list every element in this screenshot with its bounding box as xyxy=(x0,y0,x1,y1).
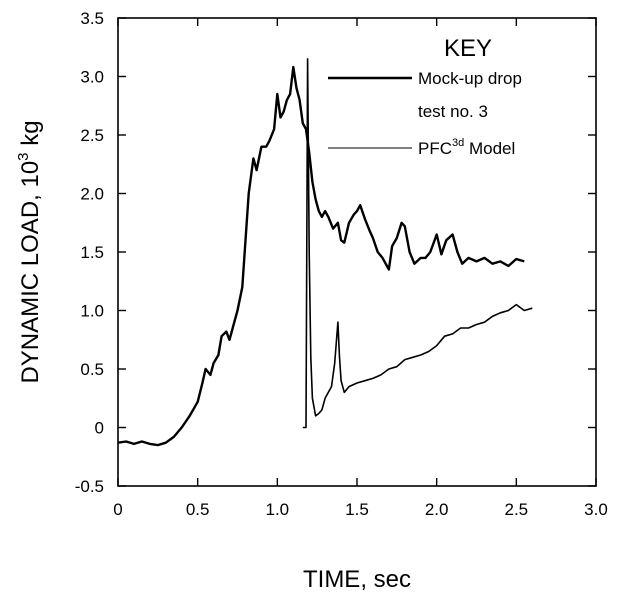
x-tick-label: 2.5 xyxy=(505,500,529,519)
series-line-mockup-drop-test xyxy=(117,65,525,447)
y-axis-title-unit: kg xyxy=(17,120,44,152)
y-tick-label: -0.5 xyxy=(75,477,104,496)
legend-label-pfc-sup: 3d xyxy=(452,137,464,149)
legend-label-pfc: PFC3d Model xyxy=(418,137,515,158)
axis-ticks xyxy=(117,17,597,487)
y-tick-label: 3.0 xyxy=(80,68,104,87)
x-tick-label: 1.5 xyxy=(345,500,369,519)
y-tick-label: 3.5 xyxy=(80,9,104,28)
svg-text:DYNAMIC LOAD, 103 kg: DYNAMIC LOAD, 103 kg xyxy=(15,120,44,383)
y-tick-label: 1.5 xyxy=(80,243,104,262)
legend-label-pfc-pre: PFC xyxy=(418,139,452,158)
y-tick-label: 0.5 xyxy=(80,360,104,379)
series-layer xyxy=(117,58,533,447)
y-axis-title-exponent: 3 xyxy=(15,152,32,160)
legend-title: KEY xyxy=(444,35,492,62)
y-axis-title: DYNAMIC LOAD, 103 kg xyxy=(15,120,44,383)
x-tick-label: 1.0 xyxy=(266,500,290,519)
x-tick-label: 0.5 xyxy=(186,500,210,519)
legend-label-mockup-line2: test no. 3 xyxy=(418,102,488,121)
legend-label-pfc-post: Model xyxy=(464,139,515,158)
y-tick-label: 1.0 xyxy=(80,302,104,321)
series-line-pfc-model xyxy=(302,58,533,429)
y-tick-label: 2.0 xyxy=(80,185,104,204)
legend: KEY Mock-up drop test no. 3 PFC3d Model xyxy=(328,35,522,158)
y-tick-label: 2.5 xyxy=(80,126,104,145)
y-tick-label: 0 xyxy=(95,419,104,438)
x-tick-label: 2.0 xyxy=(425,500,449,519)
x-tick-label: 0 xyxy=(113,500,122,519)
x-tick-label: 3.0 xyxy=(584,500,608,519)
x-axis-title: TIME, sec xyxy=(303,566,411,593)
tick-labels: 0 0.5 1.0 1.5 2.0 2.5 3.0 -0.5 0 0.5 1.0 1.5 2.0 2.5 3… xyxy=(75,9,608,519)
y-axis-title-main: DYNAMIC LOAD, 10 xyxy=(17,161,44,384)
legend-label-mockup-line1: Mock-up drop xyxy=(418,69,522,88)
